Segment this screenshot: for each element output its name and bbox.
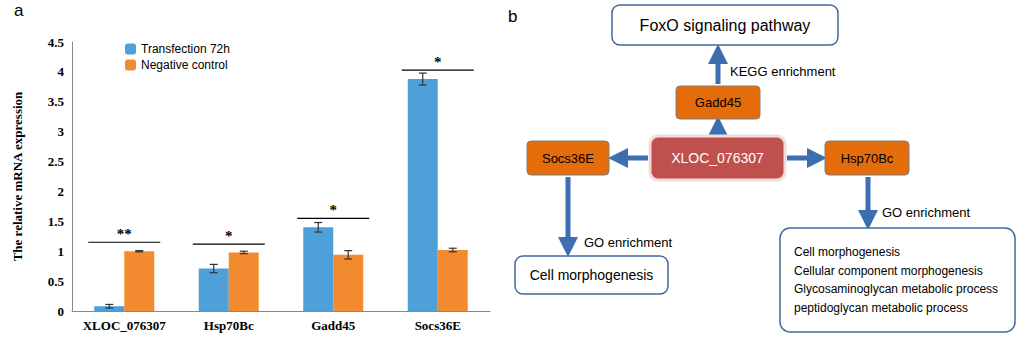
- svg-text:2: 2: [58, 184, 65, 199]
- svg-text:2.5: 2.5: [48, 154, 65, 169]
- svg-text:4.5: 4.5: [48, 35, 65, 50]
- svg-text:Hsp70Bc: Hsp70Bc: [841, 151, 894, 166]
- svg-text:XLOC_076307: XLOC_076307: [83, 318, 167, 333]
- svg-text:Cell morphogenesis: Cell morphogenesis: [794, 245, 900, 259]
- svg-text:*: *: [330, 202, 338, 218]
- svg-text:Socs36E: Socs36E: [542, 151, 594, 166]
- svg-text:**: **: [117, 226, 132, 242]
- svg-text:Cell morphogenesis: Cell morphogenesis: [530, 267, 654, 283]
- svg-text:*: *: [434, 54, 442, 70]
- svg-text:*: *: [225, 228, 233, 244]
- svg-text:XLOC_076307: XLOC_076307: [671, 150, 764, 166]
- svg-text:Hsp70Bc: Hsp70Bc: [204, 318, 254, 333]
- svg-text:1.5: 1.5: [48, 214, 65, 229]
- svg-text:GO enrichment: GO enrichment: [584, 235, 673, 250]
- svg-text:Negative control: Negative control: [141, 58, 228, 72]
- svg-text:1: 1: [58, 244, 65, 259]
- svg-text:3.5: 3.5: [48, 94, 65, 109]
- svg-text:Gadd45: Gadd45: [311, 318, 356, 333]
- svg-text:peptidoglycan metabolic proces: peptidoglycan metabolic process: [794, 301, 968, 315]
- svg-text:Transfection 72h: Transfection 72h: [141, 42, 230, 56]
- svg-text:4: 4: [58, 64, 65, 79]
- svg-text:b: b: [508, 7, 517, 26]
- svg-text:KEGG enrichment: KEGG enrichment: [730, 64, 836, 79]
- svg-text:0: 0: [58, 304, 65, 319]
- svg-text:The relative mRNA expression: The relative mRNA expression: [10, 91, 25, 261]
- svg-text:Socs36E: Socs36E: [415, 318, 461, 333]
- svg-text:3: 3: [58, 124, 65, 139]
- svg-text:GO enrichment: GO enrichment: [882, 205, 971, 220]
- svg-text:Cellular component morphogenes: Cellular component morphogenesis: [794, 264, 983, 278]
- svg-text:FoxO signaling pathway: FoxO signaling pathway: [640, 17, 811, 34]
- svg-text:a: a: [14, 1, 24, 20]
- svg-text:Glycosaminoglycan metabolic pr: Glycosaminoglycan metabolic process: [794, 282, 998, 296]
- svg-text:Gadd45: Gadd45: [695, 95, 741, 110]
- svg-text:0.5: 0.5: [48, 274, 65, 289]
